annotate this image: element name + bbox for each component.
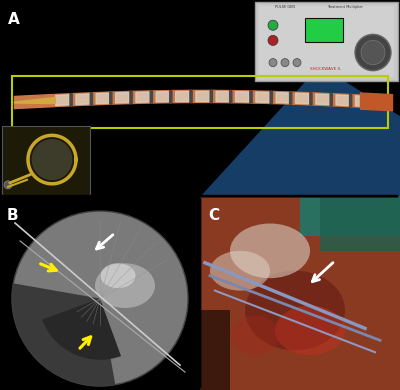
Polygon shape <box>200 66 400 197</box>
Bar <box>259 6 394 77</box>
Ellipse shape <box>100 263 136 288</box>
Wedge shape <box>12 284 115 386</box>
Circle shape <box>269 58 277 67</box>
Text: C: C <box>208 208 219 223</box>
Text: A: A <box>8 12 20 27</box>
Circle shape <box>355 34 391 71</box>
Circle shape <box>12 211 188 386</box>
Ellipse shape <box>245 271 345 350</box>
Bar <box>255 2 398 81</box>
Ellipse shape <box>95 263 155 308</box>
Bar <box>2 126 90 195</box>
Circle shape <box>32 139 72 180</box>
Bar <box>320 196 400 251</box>
Circle shape <box>361 41 385 65</box>
Ellipse shape <box>230 316 280 355</box>
Text: PULSE GEN: PULSE GEN <box>275 5 295 9</box>
Ellipse shape <box>275 305 345 355</box>
Circle shape <box>268 20 278 30</box>
Bar <box>200 310 230 390</box>
Ellipse shape <box>230 223 310 278</box>
Text: SHOCKWAVE S.: SHOCKWAVE S. <box>310 67 342 71</box>
Circle shape <box>4 181 12 189</box>
Circle shape <box>281 58 289 67</box>
Bar <box>300 196 400 236</box>
Circle shape <box>268 35 278 46</box>
Bar <box>305 18 343 43</box>
Ellipse shape <box>210 251 270 291</box>
Text: Treatment Multiplier: Treatment Multiplier <box>327 5 363 9</box>
Circle shape <box>293 58 301 67</box>
Text: B: B <box>7 208 19 223</box>
Bar <box>12 76 388 128</box>
Wedge shape <box>42 299 121 360</box>
